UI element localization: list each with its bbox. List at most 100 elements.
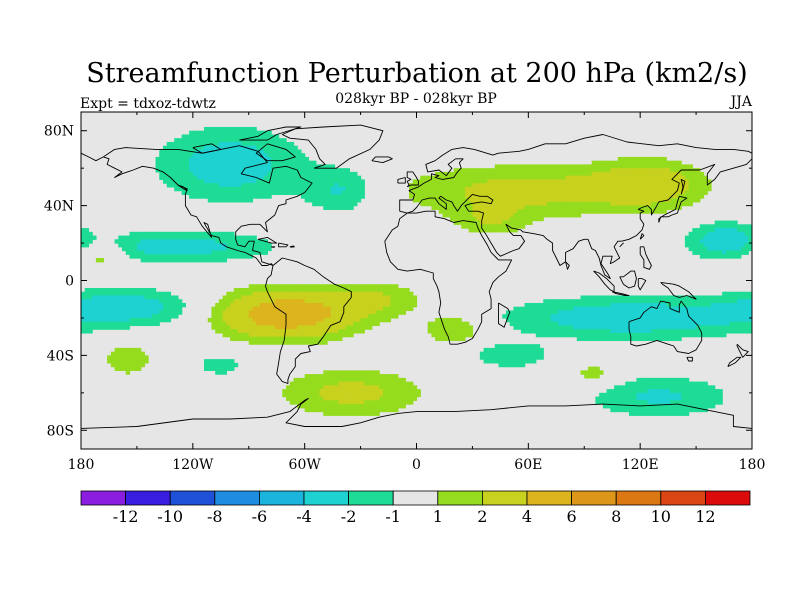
- field-cell: [263, 340, 268, 345]
- field-cell: [580, 295, 585, 300]
- field-cell: [576, 213, 582, 218]
- field-cell: [576, 194, 582, 199]
- field-cell: [602, 336, 608, 342]
- field-cell: [546, 175, 552, 180]
- field-cell: [614, 317, 619, 323]
- field-cell: [442, 198, 447, 203]
- field-cell: [334, 310, 339, 315]
- field-cell: [148, 317, 153, 323]
- field-cell: [207, 156, 213, 162]
- field-cell: [297, 164, 302, 169]
- field-cell: [468, 224, 474, 229]
- field-cell: [189, 160, 194, 166]
- field-cell: [509, 216, 515, 222]
- field-cell: [573, 302, 578, 308]
- chart-title: Streamfunction Perturbation at 200 hPa (…: [86, 58, 747, 89]
- field-cell: [323, 306, 328, 312]
- field-cell: [524, 213, 529, 218]
- field-cell: [226, 299, 231, 304]
- field-cell: [625, 325, 630, 330]
- field-cell: [513, 347, 518, 353]
- field-cell: [327, 183, 332, 188]
- field-cell: [595, 314, 600, 319]
- field-cell: [591, 164, 597, 169]
- field-cell: [394, 374, 399, 379]
- field-cell: [628, 400, 634, 405]
- field-cell: [312, 392, 317, 398]
- field-cell: [513, 355, 518, 360]
- field-cell: [487, 209, 492, 214]
- field-cell: [446, 175, 451, 180]
- field-cell: [718, 392, 723, 398]
- field-cell: [271, 302, 276, 308]
- field-cell: [84, 314, 90, 319]
- field-cell: [81, 243, 86, 248]
- field-cell: [524, 359, 529, 364]
- field-cell: [651, 404, 656, 409]
- field-cell: [222, 171, 227, 177]
- field-cell: [744, 243, 749, 248]
- field-cell: [181, 183, 186, 188]
- field-cell: [371, 295, 377, 300]
- field-cell: [565, 332, 570, 338]
- field-cell: [491, 351, 496, 356]
- field-cell: [543, 314, 548, 319]
- field-cell: [312, 325, 317, 330]
- field-cell: [494, 344, 500, 349]
- field-cell: [323, 198, 328, 203]
- field-cell: [230, 239, 235, 244]
- field-cell: [681, 171, 686, 177]
- field-cell: [707, 235, 712, 240]
- field-cell: [218, 138, 224, 143]
- field-cell: [297, 287, 302, 293]
- field-cell: [323, 400, 328, 405]
- field-cell: [707, 317, 712, 323]
- field-cell: [748, 329, 752, 334]
- field-cell: [304, 183, 309, 188]
- field-cell: [658, 209, 664, 214]
- x-tick-label: 180: [739, 457, 766, 473]
- field-cell: [614, 321, 619, 327]
- field-cell: [222, 362, 227, 368]
- coastline-segment: [255, 143, 296, 162]
- field-cell: [509, 362, 515, 368]
- field-cell: [245, 171, 250, 177]
- field-cell: [595, 194, 600, 199]
- field-cell: [498, 186, 503, 192]
- field-cell: [356, 190, 362, 195]
- field-cell: [494, 209, 500, 214]
- field-cell: [733, 310, 738, 315]
- field-cell: [189, 246, 194, 252]
- field-cell: [341, 168, 347, 173]
- field-cell: [617, 198, 623, 203]
- field-cell: [278, 168, 283, 173]
- field-cell: [394, 291, 399, 297]
- field-cell: [371, 411, 377, 416]
- field-cell: [95, 321, 101, 327]
- field-cell: [662, 190, 667, 195]
- field-cell: [364, 317, 369, 323]
- field-cell: [92, 295, 97, 300]
- field-cell: [207, 145, 213, 151]
- field-cell: [468, 213, 474, 218]
- field-cell: [341, 392, 347, 398]
- field-cell: [669, 205, 675, 210]
- field-cell: [368, 407, 373, 413]
- field-cell: [576, 164, 582, 169]
- field-cell: [297, 392, 302, 398]
- field-cell: [677, 329, 682, 334]
- field-cell: [215, 156, 220, 162]
- field-cell: [140, 359, 145, 364]
- field-cell: [528, 310, 533, 315]
- field-cell: [662, 389, 667, 394]
- field-cell: [468, 220, 474, 225]
- field-cell: [703, 243, 708, 248]
- field-cell: [338, 400, 343, 405]
- field-cell: [714, 224, 720, 229]
- field-cell: [718, 325, 723, 330]
- field-cell: [546, 317, 552, 323]
- field-cell: [688, 231, 693, 237]
- field-cell: [192, 231, 198, 237]
- field-cell: [293, 171, 298, 177]
- field-cell: [673, 201, 679, 207]
